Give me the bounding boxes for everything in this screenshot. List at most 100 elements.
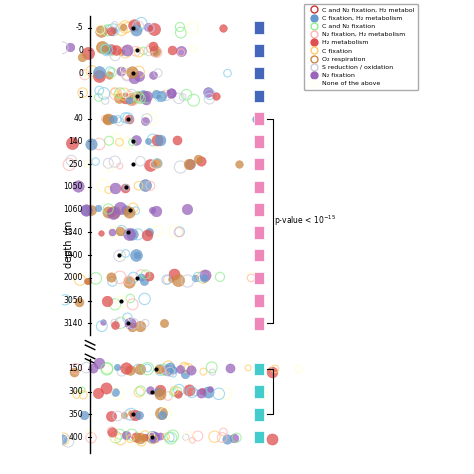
Point: [183, 205, 191, 212]
Text: 1050: 1050: [64, 182, 83, 191]
Point: [125, 278, 132, 285]
Point: [146, 386, 154, 394]
Point: [156, 432, 164, 440]
Point: [81, 71, 89, 79]
Point: [130, 21, 138, 28]
Point: [139, 434, 146, 441]
Point: [206, 95, 213, 102]
Point: [168, 46, 176, 54]
Point: [109, 209, 117, 217]
Point: [116, 430, 124, 438]
Bar: [254, 90, 264, 102]
Point: [74, 182, 82, 190]
Bar: [254, 249, 264, 262]
Point: [132, 207, 140, 214]
Point: [170, 389, 177, 396]
Point: [141, 432, 149, 439]
Bar: [254, 203, 264, 216]
Point: [117, 436, 124, 443]
Point: [129, 230, 137, 238]
Point: [198, 387, 205, 394]
Point: [129, 137, 137, 145]
Point: [146, 25, 154, 32]
Point: [108, 428, 115, 436]
Point: [182, 364, 189, 372]
Point: [148, 431, 155, 439]
Point: [135, 93, 142, 100]
Point: [108, 48, 115, 55]
Point: [128, 22, 136, 30]
Point: [124, 139, 131, 147]
Point: [117, 204, 124, 212]
Point: [154, 388, 162, 396]
Point: [117, 297, 125, 304]
Point: [129, 69, 137, 77]
Point: [174, 391, 182, 398]
Point: [135, 48, 143, 56]
Point: [152, 138, 160, 146]
Point: [105, 25, 112, 32]
Point: [122, 183, 129, 191]
Point: [95, 359, 103, 366]
Point: [101, 115, 109, 122]
Point: [160, 319, 168, 327]
Point: [230, 434, 237, 442]
Point: [177, 47, 184, 55]
Point: [165, 434, 173, 441]
Bar: [254, 408, 264, 421]
Point: [170, 370, 177, 378]
Point: [134, 365, 142, 373]
Point: [100, 90, 108, 97]
Point: [186, 386, 193, 394]
Point: [85, 49, 92, 57]
Point: [204, 88, 212, 96]
Point: [194, 155, 202, 163]
Point: [247, 274, 255, 282]
Point: [172, 228, 179, 235]
Point: [75, 299, 83, 306]
Point: [185, 364, 192, 372]
Point: [88, 67, 95, 75]
Point: [158, 410, 165, 417]
Point: [122, 250, 129, 257]
Point: [110, 208, 118, 216]
Point: [144, 364, 151, 372]
Point: [141, 118, 149, 125]
Point: [163, 276, 170, 283]
Point: [125, 208, 133, 215]
Point: [99, 318, 107, 326]
Point: [132, 47, 139, 55]
Point: [137, 95, 144, 102]
Point: [82, 206, 90, 214]
Point: [122, 184, 130, 191]
Text: 0: 0: [78, 69, 83, 78]
Text: -5: -5: [75, 23, 83, 32]
Point: [127, 295, 134, 302]
Point: [151, 47, 159, 55]
Point: [123, 431, 130, 438]
Point: [177, 29, 185, 36]
Point: [125, 411, 132, 419]
Point: [126, 115, 133, 122]
Point: [103, 297, 111, 305]
Point: [258, 390, 265, 398]
Point: [150, 161, 158, 168]
Point: [111, 158, 118, 165]
Point: [173, 137, 181, 144]
Point: [104, 205, 112, 213]
Point: [135, 182, 142, 190]
Point: [189, 24, 196, 32]
Point: [108, 45, 115, 52]
Point: [160, 91, 167, 99]
Point: [206, 91, 213, 98]
Point: [111, 388, 118, 396]
Point: [161, 366, 168, 374]
Point: [171, 386, 178, 394]
Point: [86, 429, 93, 437]
Point: [109, 228, 116, 236]
Point: [194, 273, 201, 281]
Point: [118, 227, 126, 234]
Point: [129, 410, 137, 418]
Point: [114, 390, 121, 397]
Point: [200, 273, 207, 281]
